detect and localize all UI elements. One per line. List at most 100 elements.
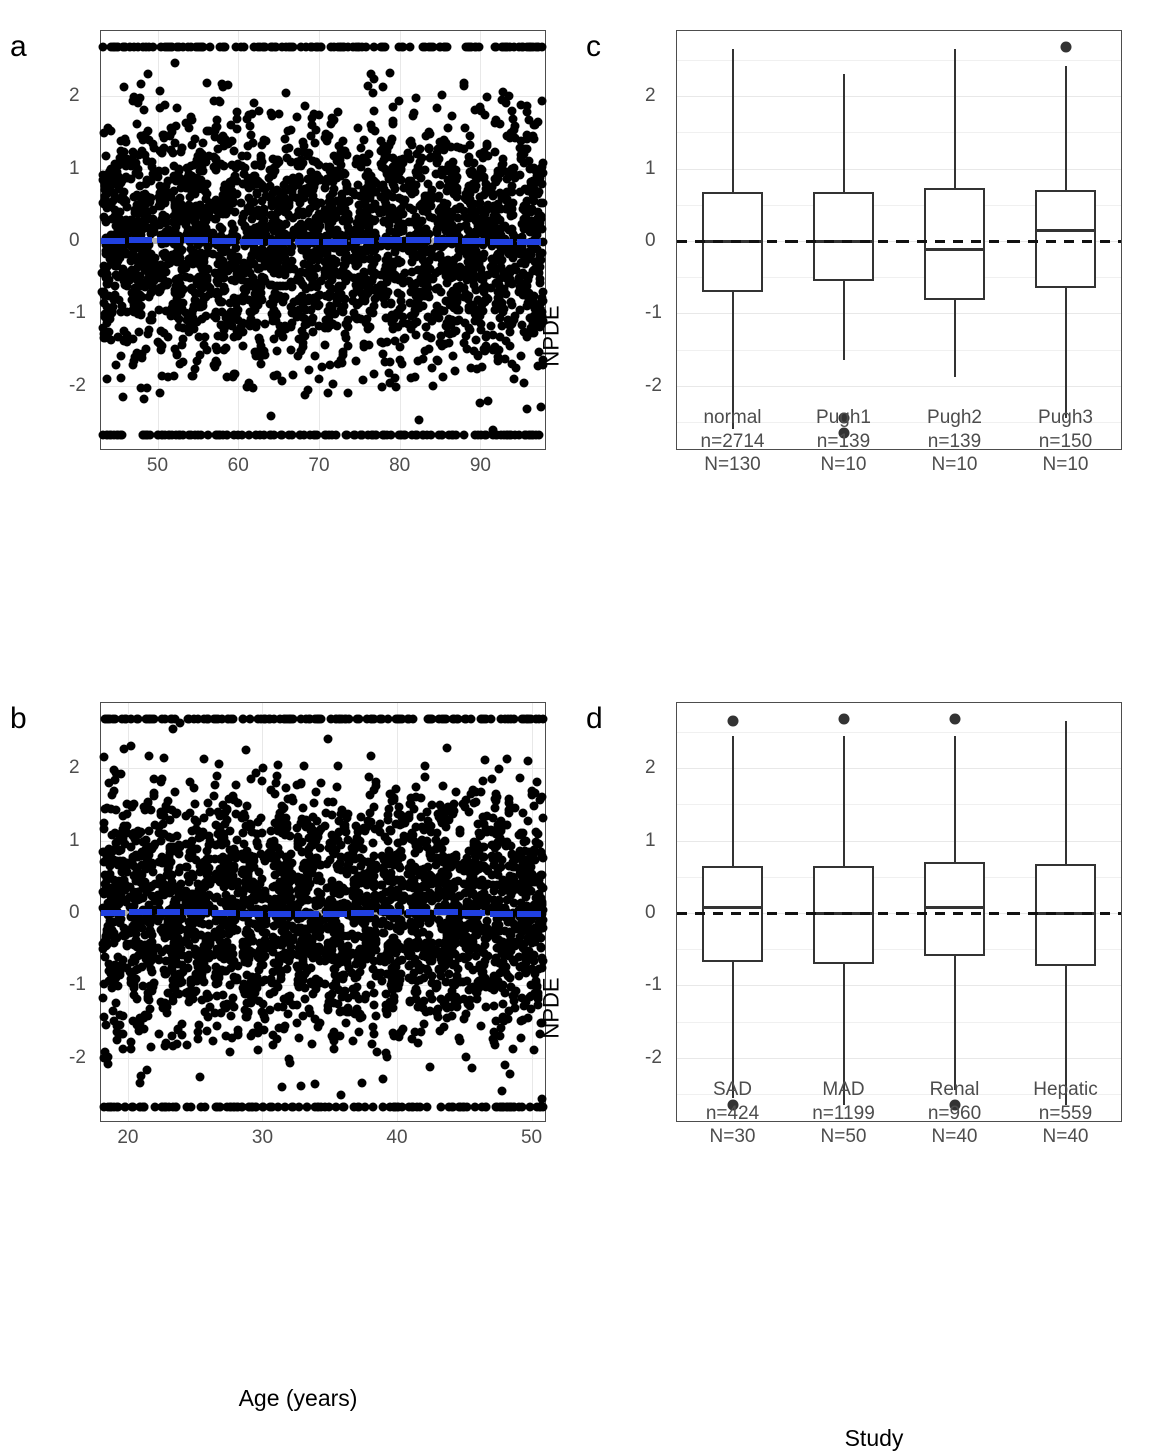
data-point <box>146 1043 155 1052</box>
data-point <box>483 187 492 196</box>
gridline-horizontal-minor <box>677 60 1121 61</box>
data-point <box>407 218 416 227</box>
data-point <box>535 262 544 271</box>
data-point <box>498 154 507 163</box>
xtick-label-70: 70 <box>308 455 329 477</box>
data-point <box>384 251 393 260</box>
data-point <box>106 165 115 174</box>
data-point <box>421 192 430 201</box>
data-point <box>209 360 218 369</box>
data-point <box>243 801 252 810</box>
data-point <box>354 181 363 190</box>
data-point <box>415 287 424 296</box>
data-point <box>439 372 448 381</box>
data-point <box>243 263 252 272</box>
data-point <box>160 101 169 110</box>
data-point <box>282 88 291 97</box>
data-point <box>237 151 246 160</box>
data-point <box>241 745 250 754</box>
data-point <box>321 258 330 267</box>
data-point <box>292 781 301 790</box>
data-point <box>244 226 253 235</box>
data-point <box>350 431 359 440</box>
data-point <box>384 263 393 272</box>
data-point <box>332 322 341 331</box>
data-point <box>472 365 481 374</box>
data-point <box>276 246 285 255</box>
data-point <box>370 370 379 379</box>
data-point <box>218 202 227 211</box>
data-point <box>372 1048 381 1057</box>
data-point <box>398 359 407 368</box>
boxplot-zero-dashline-normal <box>677 240 788 243</box>
data-point <box>398 42 407 51</box>
data-point <box>185 274 194 283</box>
data-point <box>324 388 333 397</box>
data-point <box>149 284 158 293</box>
data-point <box>321 291 330 300</box>
data-point <box>234 305 243 314</box>
data-point <box>376 42 385 51</box>
loess-smooth-segment <box>157 237 181 243</box>
data-point <box>483 330 492 339</box>
data-point <box>189 186 198 195</box>
loess-smooth-segment <box>351 238 375 244</box>
data-point <box>426 129 435 138</box>
data-point <box>379 82 388 91</box>
boxplot-box-Pugh1[interactable] <box>813 192 874 281</box>
data-point <box>130 245 139 254</box>
data-point <box>260 204 269 213</box>
data-point <box>126 256 135 265</box>
data-point <box>501 1061 510 1070</box>
data-point <box>455 315 464 324</box>
loess-smooth-segment <box>517 239 541 245</box>
data-point <box>461 1052 470 1061</box>
loess-smooth-segment <box>490 239 514 245</box>
data-point <box>483 142 492 151</box>
data-point <box>135 1078 144 1087</box>
data-point <box>479 777 488 786</box>
data-point <box>505 92 514 101</box>
data-point <box>301 285 310 294</box>
data-point <box>460 283 469 292</box>
data-point <box>334 271 343 280</box>
data-point <box>99 42 108 51</box>
data-point <box>414 416 423 425</box>
data-point <box>369 838 378 847</box>
data-point <box>357 42 366 51</box>
data-point <box>214 144 223 153</box>
data-point <box>129 193 138 202</box>
data-point <box>122 137 131 146</box>
gridline-horizontal-minor <box>677 132 1121 133</box>
data-point <box>306 42 315 51</box>
data-point <box>217 307 226 316</box>
data-point <box>216 222 225 231</box>
data-point <box>202 345 211 354</box>
data-point <box>411 331 420 340</box>
gridline-horizontal <box>101 768 545 769</box>
data-point <box>286 303 295 312</box>
data-point <box>367 188 376 197</box>
data-point <box>268 299 277 308</box>
data-point <box>455 246 464 255</box>
data-point <box>412 171 421 180</box>
data-point <box>506 1069 515 1078</box>
data-point <box>289 192 298 201</box>
data-point <box>517 42 526 51</box>
data-point <box>161 219 170 228</box>
data-point <box>212 342 221 351</box>
data-point <box>142 383 151 392</box>
data-point <box>139 42 148 51</box>
ytick-label--2: -2 <box>645 375 662 397</box>
data-point <box>246 121 255 130</box>
data-point <box>203 78 212 87</box>
data-point <box>385 69 394 78</box>
data-point <box>112 42 121 51</box>
data-point <box>459 79 468 88</box>
boxplot-box-Pugh2[interactable] <box>924 188 985 300</box>
data-point <box>333 196 342 205</box>
ytick-label-1: 1 <box>69 830 80 852</box>
